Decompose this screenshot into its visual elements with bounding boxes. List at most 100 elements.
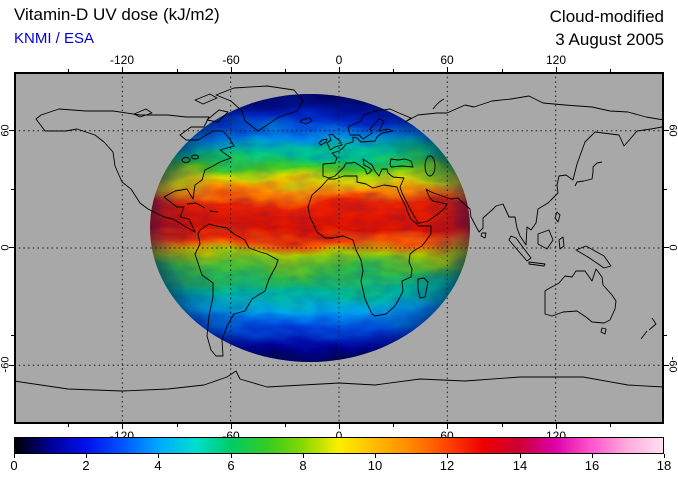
tick-mark [9,247,14,248]
coastline-new-guinea [575,245,612,269]
coastline-eurasia [322,95,664,246]
coastline-japan [574,161,603,187]
tick-mark-minor [285,69,286,72]
caspian-sea [424,155,436,177]
coastline-greenland [215,85,304,132]
tick-mark-minor [177,424,178,427]
tick-mark [339,67,340,72]
colorbar-tick [303,454,304,458]
tick-mark-minor [285,424,286,427]
plot-title: Vitamin-D UV dose (kJ/m2) [14,5,220,24]
coastline-victoria-island [133,108,153,118]
coastline-philippines [554,211,561,223]
coastline-tasmania [600,327,607,335]
tick-mark [122,424,123,429]
coastline-new-zealand [640,317,657,340]
colorbar-tick [375,454,376,458]
colorbar [14,437,664,454]
coastline-java [528,261,546,267]
tick-mark [231,67,232,72]
date-label: 3 August 2005 [555,30,664,49]
colorbar-label: 12 [439,458,455,473]
lon-tick-label-top: 60 [440,53,454,67]
map-frame [14,72,664,424]
tick-mark-minor [610,424,611,427]
world-map-panel [14,72,664,424]
lon-tick-label-top: -120 [109,53,135,67]
colorbar-label: 2 [82,458,90,473]
colorbar-label: 16 [584,458,600,473]
tick-mark-minor [11,189,14,190]
tick-mark [556,67,557,72]
tick-mark [664,247,669,248]
colorbar-tick [14,454,15,458]
tick-mark [339,424,340,429]
colorbar-tick [447,454,448,458]
tick-mark [9,130,14,131]
coastline-madagascar [417,277,429,299]
tick-mark [9,365,14,366]
tick-mark-minor [610,69,611,72]
coastline-australia [544,268,617,324]
coastline-novaya-zemlya [432,98,445,110]
coastline-iceland [299,117,313,125]
tick-mark-minor [664,189,667,190]
coastline-north-america [35,108,235,233]
coastline-cuba [186,202,206,209]
colorbar-tick [86,454,87,458]
tick-mark [231,424,232,429]
tick-mark-minor [393,424,394,427]
tick-mark [447,424,448,429]
tick-mark-minor [502,424,503,427]
colorbar-tick [520,454,521,458]
lon-tick-label-top: 0 [335,53,343,67]
coastline-britain [326,133,343,151]
colorbar-tick [592,454,593,458]
colorbar-tick [664,454,665,458]
tick-mark [556,424,557,429]
coastline-borneo [537,229,554,250]
coastline-africa [307,175,432,317]
colorbar-tick [158,454,159,458]
colorbar-label: 4 [154,458,162,473]
coastline-black-sea [389,158,414,168]
colorbar-tick [231,454,232,458]
coastline-south-america [194,223,279,357]
tick-mark [122,67,123,72]
coastline-sri-lanka [480,232,487,239]
gridlines [14,72,664,424]
tick-mark-minor [393,69,394,72]
tick-mark-minor [68,69,69,72]
coastline-ellesmere-island [194,93,218,105]
tick-mark-minor [68,424,69,427]
coastline-sumatra [508,235,532,262]
coastlines [14,85,664,392]
great-lakes [181,157,191,163]
lon-tick-label-bottom: 0 [335,429,343,443]
great-lakes [191,154,199,160]
tick-mark-minor [664,335,667,336]
colorbar-label: 6 [227,458,235,473]
coastline-antarctica [14,370,664,392]
coastline-sulawesi [558,236,565,250]
colorbar-label: 14 [512,458,528,473]
header-right: Cloud-modified 3 August 2005 [550,5,664,51]
colorbar-label: 18 [656,458,672,473]
map-canvas [14,72,664,424]
lon-tick-label-top: 120 [545,53,567,67]
colorbar-label: 0 [10,458,18,473]
colorbar-label: 8 [299,458,307,473]
uv-dose-disc [150,94,470,362]
tick-mark [447,67,448,72]
source-label: KNMI / ESA [14,30,95,47]
coastline-hispaniola [209,210,219,213]
tick-mark-minor [11,335,14,336]
coastline-ireland [318,138,328,146]
colorbar-label: 10 [367,458,383,473]
tick-mark-minor [502,69,503,72]
tick-mark-minor [177,69,178,72]
tick-mark [664,130,669,131]
lon-tick-label-top: -60 [222,53,240,67]
coastline-baffin-island [206,109,229,123]
